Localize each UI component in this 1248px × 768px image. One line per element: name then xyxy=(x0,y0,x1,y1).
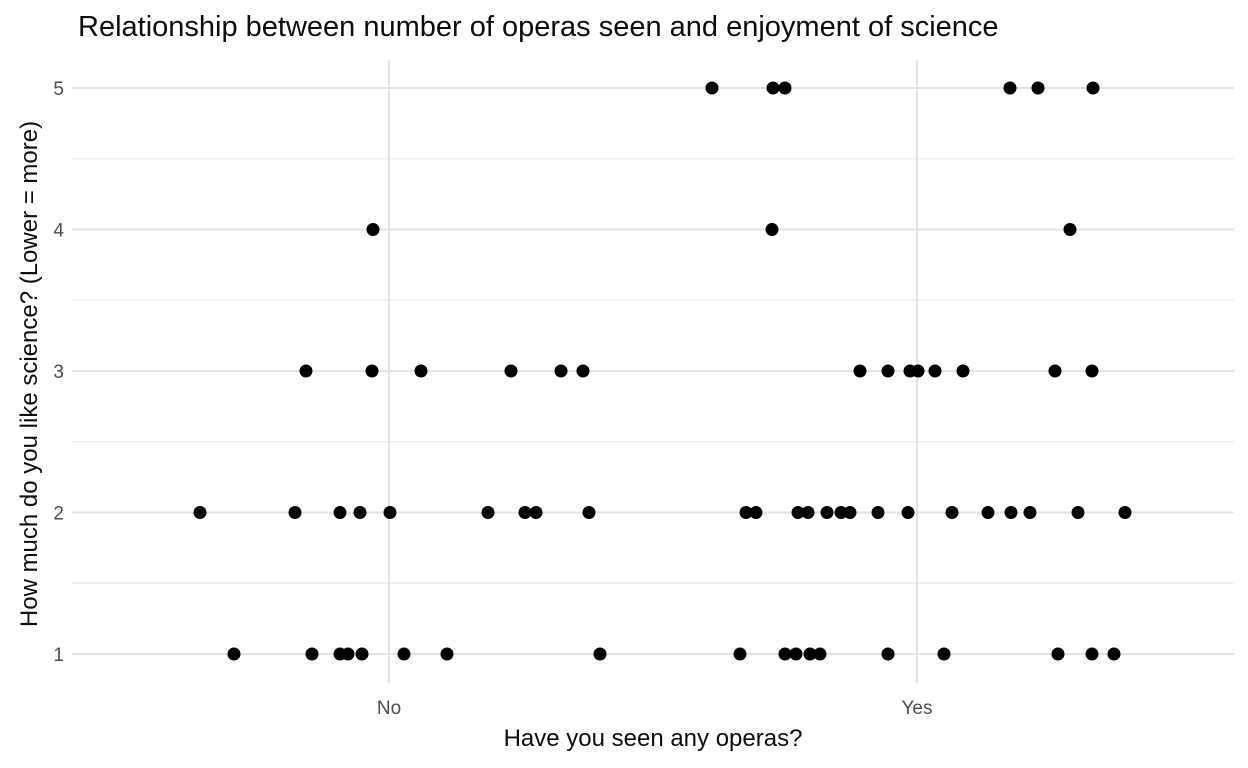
data-point xyxy=(834,506,848,519)
data-point xyxy=(504,364,518,378)
data-point xyxy=(789,647,803,661)
data-point xyxy=(1048,364,1062,378)
data-point xyxy=(341,647,355,661)
data-point xyxy=(440,647,454,661)
data-point xyxy=(1085,647,1099,661)
data-point xyxy=(383,506,397,519)
data-point xyxy=(791,506,805,519)
data-point xyxy=(813,647,827,661)
data-point xyxy=(353,506,367,519)
data-point xyxy=(227,647,241,661)
y-tick-label: 1 xyxy=(53,645,64,666)
chart-title: Relationship between number of operas se… xyxy=(78,11,999,43)
y-axis-title: How much do you like science? (Lower = m… xyxy=(16,120,43,628)
data-point xyxy=(928,364,942,378)
data-point xyxy=(193,506,207,519)
data-point xyxy=(1004,506,1018,519)
data-point xyxy=(911,364,925,378)
data-point xyxy=(414,364,428,378)
y-tick-label: 4 xyxy=(53,221,64,242)
data-point xyxy=(1107,647,1121,661)
data-point xyxy=(593,647,607,661)
data-point xyxy=(853,364,867,378)
data-point xyxy=(881,364,895,378)
data-point xyxy=(481,506,495,519)
data-point xyxy=(576,364,590,378)
data-point xyxy=(937,647,951,661)
data-point xyxy=(843,506,857,519)
data-point xyxy=(1063,223,1077,236)
data-point xyxy=(1071,506,1085,519)
data-point xyxy=(355,647,369,661)
data-point xyxy=(881,647,895,661)
data-point xyxy=(1023,506,1037,519)
data-point xyxy=(582,506,596,519)
data-point xyxy=(945,506,959,519)
data-point xyxy=(305,647,319,661)
y-tick-label: 2 xyxy=(53,504,64,525)
data-point xyxy=(778,647,792,661)
y-tick-label: 5 xyxy=(53,79,64,100)
data-point xyxy=(365,364,379,378)
data-point xyxy=(778,81,792,95)
data-point xyxy=(801,506,815,519)
data-point xyxy=(366,223,380,236)
data-point xyxy=(766,81,780,95)
data-point xyxy=(1086,81,1100,95)
data-point xyxy=(739,506,753,519)
data-point xyxy=(554,364,568,378)
data-point xyxy=(1031,81,1045,95)
data-point xyxy=(733,647,747,661)
x-axis-title: Have you seen any operas? xyxy=(503,725,803,752)
data-point xyxy=(871,506,885,519)
data-point xyxy=(333,506,347,519)
data-point xyxy=(1085,364,1099,378)
data-point xyxy=(705,81,719,95)
data-point xyxy=(749,506,763,519)
data-point xyxy=(397,647,411,661)
data-point xyxy=(765,223,779,236)
data-point xyxy=(518,506,532,519)
data-point xyxy=(288,506,302,519)
data-point xyxy=(981,506,995,519)
data-point xyxy=(529,506,543,519)
y-tick-label: 3 xyxy=(53,362,64,383)
data-point xyxy=(1118,506,1132,519)
data-point xyxy=(299,364,313,378)
data-point xyxy=(1051,647,1065,661)
data-point xyxy=(956,364,970,378)
data-point xyxy=(820,506,834,519)
x-tick-label: No xyxy=(377,698,401,719)
data-point xyxy=(803,647,817,661)
x-tick-label: Yes xyxy=(902,698,933,719)
data-point xyxy=(901,506,915,519)
data-point xyxy=(1003,81,1017,95)
